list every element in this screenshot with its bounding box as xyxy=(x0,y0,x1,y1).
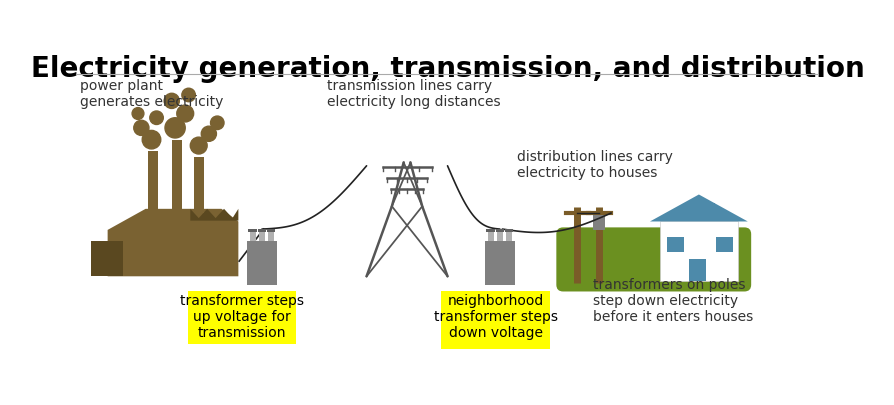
Bar xyxy=(266,229,275,232)
Circle shape xyxy=(133,120,148,135)
Bar xyxy=(704,203,714,222)
Bar xyxy=(485,229,494,232)
Circle shape xyxy=(132,108,144,119)
Polygon shape xyxy=(107,209,238,276)
Bar xyxy=(495,229,503,232)
Bar xyxy=(249,229,257,232)
Polygon shape xyxy=(90,241,122,276)
Circle shape xyxy=(201,126,216,141)
Bar xyxy=(504,229,513,232)
Bar xyxy=(487,232,493,241)
Bar xyxy=(485,241,514,285)
Text: transmission lines carry
electricity long distances: transmission lines carry electricity lon… xyxy=(326,79,500,109)
Circle shape xyxy=(210,116,224,130)
Bar xyxy=(247,241,277,285)
Circle shape xyxy=(164,118,185,138)
FancyBboxPatch shape xyxy=(188,292,295,344)
Bar xyxy=(268,232,274,241)
Bar xyxy=(506,232,511,241)
Bar xyxy=(496,232,502,241)
Bar xyxy=(688,258,704,281)
Bar xyxy=(258,232,265,241)
Circle shape xyxy=(164,93,179,109)
Circle shape xyxy=(181,88,195,102)
Bar xyxy=(666,237,683,252)
Polygon shape xyxy=(148,151,158,209)
Circle shape xyxy=(149,111,163,124)
Bar xyxy=(660,222,737,281)
Polygon shape xyxy=(193,157,204,213)
Text: transformer steps
up voltage for
transmission: transformer steps up voltage for transmi… xyxy=(180,294,303,341)
Bar xyxy=(257,229,266,232)
Circle shape xyxy=(190,137,207,154)
Polygon shape xyxy=(172,140,181,209)
Circle shape xyxy=(142,130,161,149)
Text: power plant
generates electricity: power plant generates electricity xyxy=(80,79,223,109)
Bar xyxy=(593,215,604,230)
Text: neighborhood
transformer steps
down voltage: neighborhood transformer steps down volt… xyxy=(433,294,557,341)
Text: Electricity generation, transmission, and distribution: Electricity generation, transmission, an… xyxy=(30,55,864,83)
Text: transformers on poles
step down electricity
before it enters houses: transformers on poles step down electric… xyxy=(592,278,752,324)
Circle shape xyxy=(177,105,193,122)
Bar xyxy=(249,232,256,241)
Polygon shape xyxy=(190,209,238,221)
FancyBboxPatch shape xyxy=(441,292,550,349)
Polygon shape xyxy=(649,194,747,222)
Bar xyxy=(715,237,732,252)
Text: distribution lines carry
electricity to houses: distribution lines carry electricity to … xyxy=(516,150,671,180)
FancyBboxPatch shape xyxy=(556,227,750,292)
